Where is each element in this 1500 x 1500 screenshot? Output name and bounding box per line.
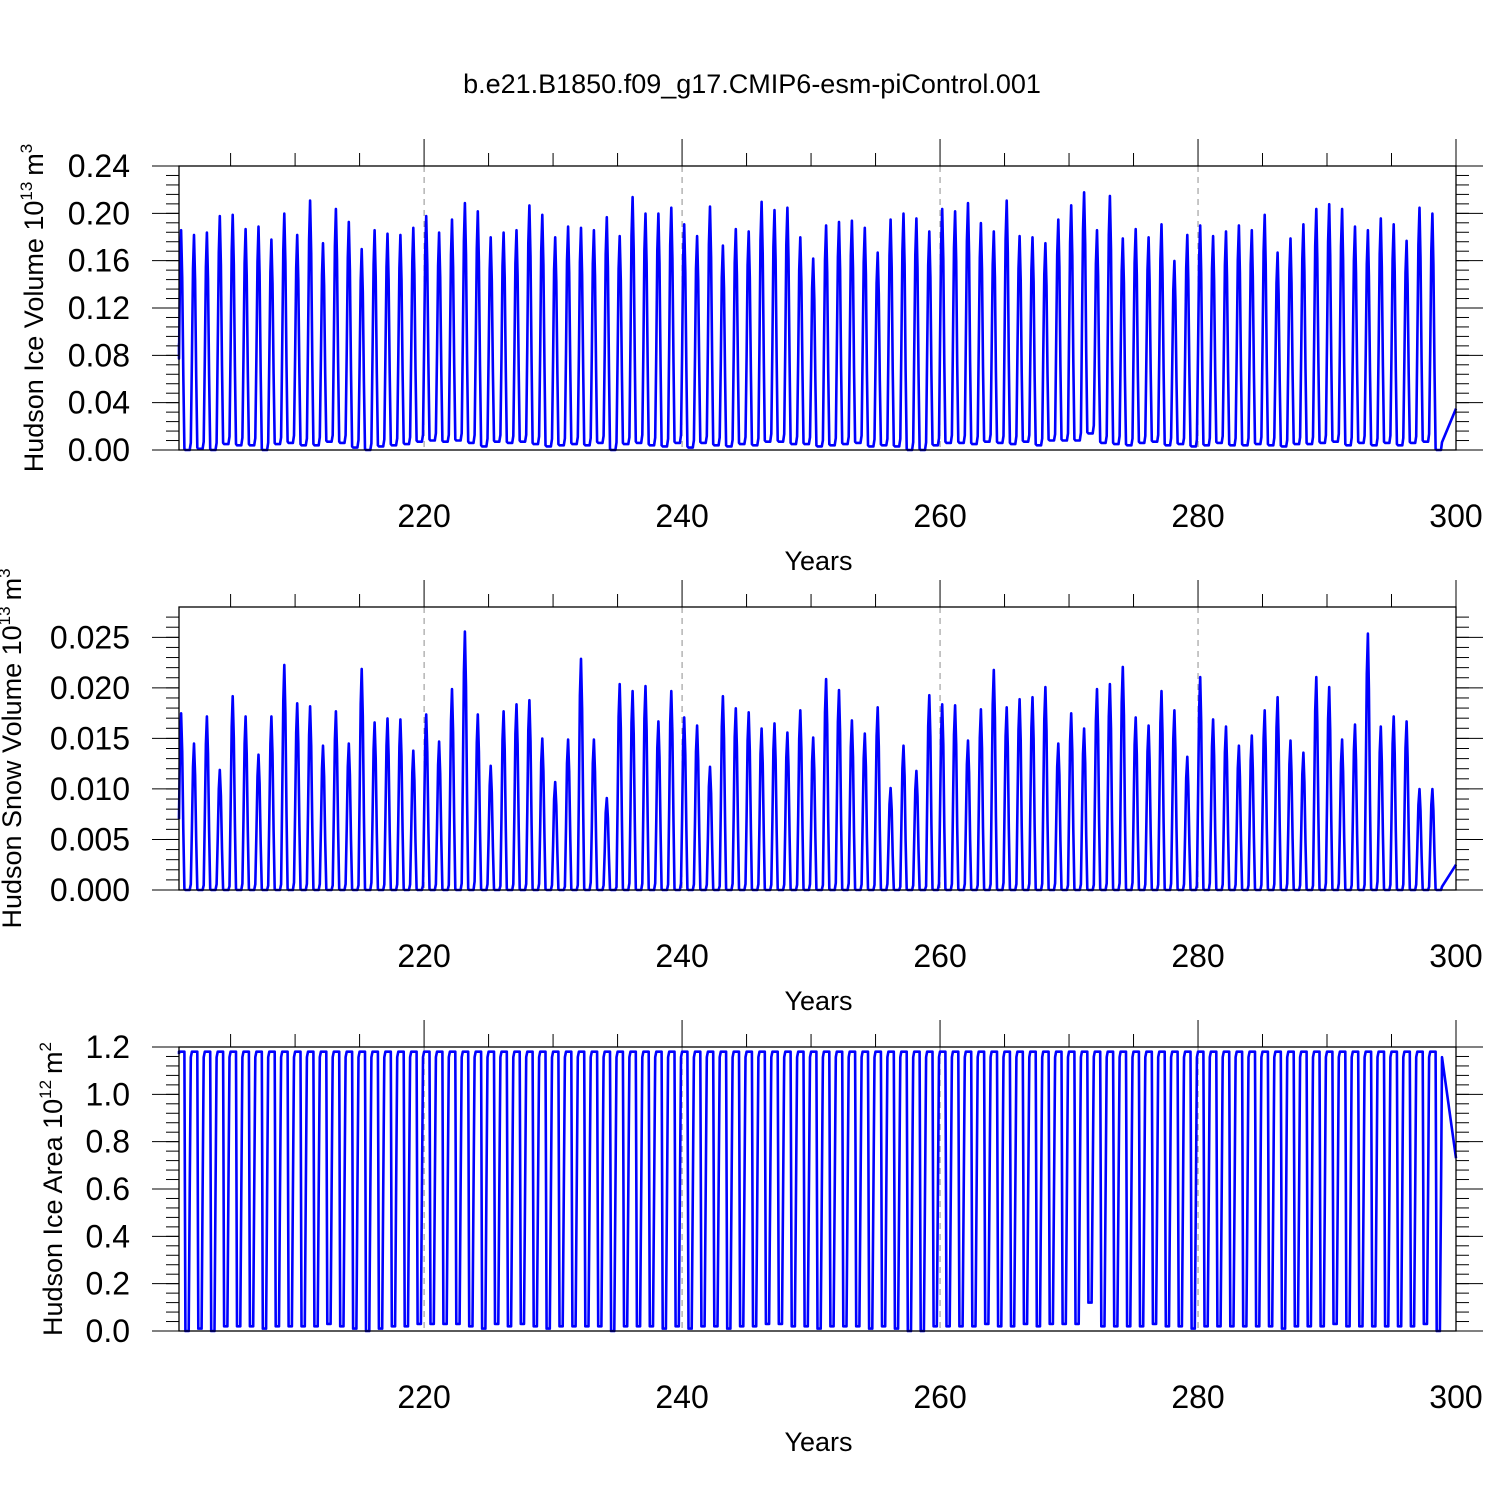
x-axis-label: Years (784, 986, 852, 1016)
y-tick-label: 0.010 (50, 771, 130, 807)
x-axis-label: Years (784, 1427, 852, 1457)
series-line (177, 191, 1458, 452)
y-tick-label: 0.4 (86, 1218, 130, 1254)
y-tick-label: 0.8 (86, 1124, 130, 1160)
y-tick-label: 0.16 (68, 243, 130, 279)
y-axis-label-exponent: 13 (0, 606, 14, 625)
x-tick-label: 220 (397, 938, 450, 974)
y-tick-label: 0.025 (50, 619, 130, 655)
x-tick-label: 280 (1171, 498, 1224, 534)
x-tick-label: 280 (1171, 938, 1224, 974)
x-axis-label: Years (784, 546, 852, 576)
x-tick-label: 240 (655, 498, 708, 534)
y-axis-label-unit: m (38, 1051, 68, 1074)
series-line (177, 1050, 1458, 1333)
y-tick-label: 0.020 (50, 670, 130, 706)
y-tick-label: 0.08 (68, 337, 130, 373)
series-line (177, 630, 1458, 892)
y-axis-label-unit: m (19, 153, 49, 176)
x-tick-label: 240 (655, 938, 708, 974)
y-tick-label: 0.2 (86, 1266, 130, 1302)
y-axis-label-text: Hudson Ice Volume 10 (19, 201, 49, 473)
y-axis-label-text: Hudson Snow Volume 10 (0, 625, 27, 928)
x-tick-label: 300 (1429, 498, 1482, 534)
y-axis-label-unit-exponent: 2 (36, 1042, 55, 1051)
y-axis-label: Hudson Ice Area 1012 m2 (36, 1042, 68, 1336)
y-tick-label: 0.12 (68, 290, 130, 326)
y-tick-label: 0.04 (68, 385, 130, 421)
y-tick-label: 0.005 (50, 821, 130, 857)
y-axis-label-unit: m (0, 578, 27, 601)
y-tick-label: 0.24 (68, 148, 130, 184)
chart-panel-2: 220 240 260 280 300 Years 0.000 0.005 0.010 0.015… (0, 568, 1483, 1016)
y-tick-label: 0.0 (86, 1313, 130, 1349)
x-tick-label: 260 (913, 938, 966, 974)
y-axis-label-exponent: 13 (17, 182, 36, 201)
y-axis-label-text: Hudson Ice Area 10 (38, 1099, 68, 1336)
plot-frame (178, 165, 1457, 451)
y-tick-label: 0.6 (86, 1171, 130, 1207)
y-tick-label: 0.015 (50, 720, 130, 756)
chart-title: b.e21.B1850.f09_g17.CMIP6-esm-piControl.… (463, 69, 1041, 99)
y-axis-label-exponent: 12 (36, 1080, 55, 1099)
chart-panel-3: 220 240 260 280 300 Years 0.0 0.2 0.4 0.6 0.8 1.0 1.… (36, 1020, 1483, 1457)
y-axis-label: Hudson Ice Volume 1013 m3 (17, 144, 49, 473)
x-tick-label: 260 (913, 1379, 966, 1415)
x-tick-label: 220 (397, 1379, 450, 1415)
y-tick-label: 0.00 (68, 432, 130, 468)
y-axis-label: Hudson Snow Volume 1013 m3 (0, 568, 27, 928)
chart-panel-1: 220 240 260 280 300 Years 0.00 0.04 0.08 0.12 0.16… (17, 139, 1483, 576)
x-tick-label: 300 (1429, 938, 1482, 974)
y-tick-label: 1.0 (86, 1076, 130, 1112)
y-tick-label: 0.20 (68, 195, 130, 231)
y-tick-label: 0.000 (50, 872, 130, 908)
x-tick-label: 220 (397, 498, 450, 534)
y-axis-label-unit-exponent: 3 (0, 568, 14, 577)
x-tick-label: 300 (1429, 1379, 1482, 1415)
x-tick-label: 280 (1171, 1379, 1224, 1415)
x-tick-label: 240 (655, 1379, 708, 1415)
y-axis-label-unit-exponent: 3 (17, 144, 36, 153)
y-tick-label: 1.2 (86, 1029, 130, 1065)
x-tick-label: 260 (913, 498, 966, 534)
